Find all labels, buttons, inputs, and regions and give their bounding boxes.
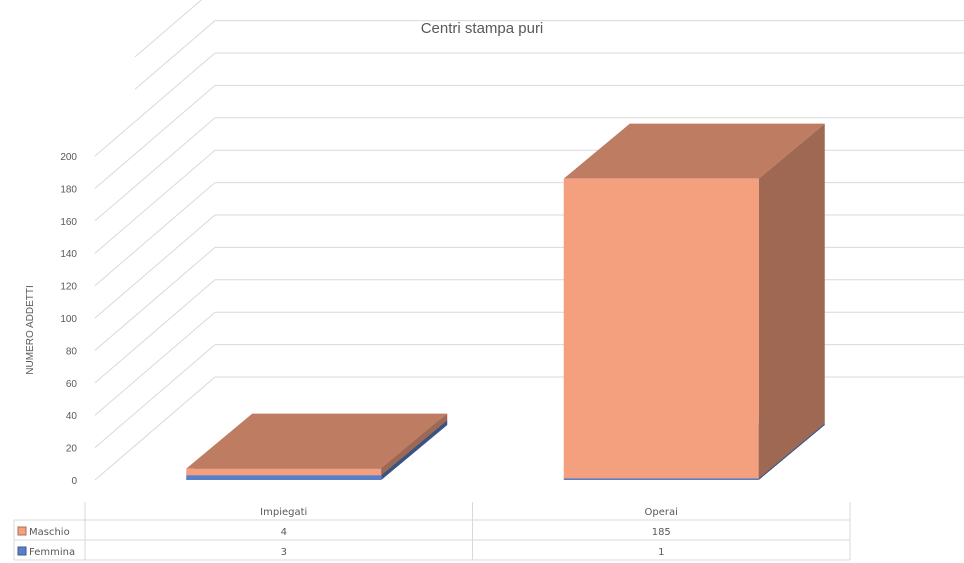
- bar-front-face: [186, 468, 382, 476]
- data-table-value: 3: [281, 547, 287, 558]
- side-wall: [94, 0, 216, 481]
- x-tick-label: Impiegati: [260, 507, 307, 518]
- bar-side-face: [381, 420, 448, 480]
- gridline-diagonal: [94, 311, 216, 416]
- gridline-diagonal: [94, 117, 216, 222]
- gridline-diagonal: [134, 20, 216, 90]
- legend-key: [17, 526, 27, 536]
- y-tick-label: 160: [60, 217, 77, 228]
- gridline-diagonal: [94, 85, 216, 189]
- data-table-value: 185: [652, 527, 671, 538]
- y-tick-label: 120: [60, 282, 77, 293]
- y-tick-label: 60: [66, 379, 78, 390]
- gridline-diagonal: [94, 182, 216, 286]
- legend-label: Maschio: [29, 527, 70, 538]
- y-tick-label: 80: [66, 346, 78, 357]
- data-table: Impiegati Operai Maschio 4 185 Femmina 3 1: [13, 502, 851, 561]
- chart-title: Centri stampa puri: [421, 20, 544, 37]
- legend-key: [17, 546, 27, 556]
- y-tick-label: 200: [60, 152, 77, 163]
- y-tick-label: 100: [60, 314, 77, 325]
- y-tick-label: 40: [66, 411, 78, 422]
- y-tick-label: 180: [60, 184, 77, 195]
- y-tick-label: 0: [71, 476, 77, 487]
- data-table-value: 4: [281, 527, 287, 538]
- bar-top-face: [563, 123, 825, 179]
- gridline-diagonal: [94, 247, 216, 351]
- gridline-diagonal: [94, 52, 216, 157]
- x-tick-label: Operai: [645, 507, 678, 518]
- legend-label: Femmina: [29, 547, 75, 558]
- bars: [186, 123, 825, 480]
- bar-top-face: [186, 413, 448, 469]
- y-tick-label: 20: [66, 444, 78, 455]
- gridline-diagonal: [94, 149, 216, 254]
- gridline-diagonal: [94, 344, 216, 448]
- bar-side-face: [758, 423, 825, 480]
- data-table-value: 1: [658, 547, 664, 558]
- gridline-diagonal: [94, 279, 216, 384]
- gridline-diagonal: [94, 376, 216, 481]
- bar-front-face: [563, 478, 759, 480]
- bar-side-face: [381, 413, 448, 476]
- y-tick-label: 140: [60, 249, 77, 260]
- y-axis: 0 20 40 60 80 100 120 140 160 180 200: [60, 152, 77, 487]
- bar-side-face: [758, 123, 825, 479]
- bar-front-face: [563, 178, 759, 479]
- bar-maschio-operai: [563, 123, 825, 479]
- gridline-diagonal: [134, 0, 203, 58]
- y-axis-label: NUMERO ADDETTI: [25, 285, 36, 374]
- bar-front-face: [186, 475, 382, 480]
- gridline-diagonal: [94, 214, 216, 319]
- bar-maschio-impiegati: [186, 413, 448, 476]
